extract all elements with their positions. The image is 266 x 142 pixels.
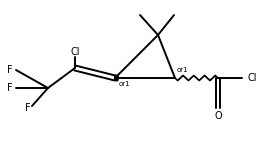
Text: Cl: Cl	[248, 73, 257, 83]
Text: F: F	[25, 103, 31, 113]
Text: Cl: Cl	[70, 47, 80, 57]
Text: F: F	[7, 65, 13, 75]
Text: or1: or1	[177, 67, 189, 73]
Text: F: F	[7, 83, 13, 93]
Text: O: O	[214, 111, 222, 121]
Text: or1: or1	[119, 81, 131, 87]
